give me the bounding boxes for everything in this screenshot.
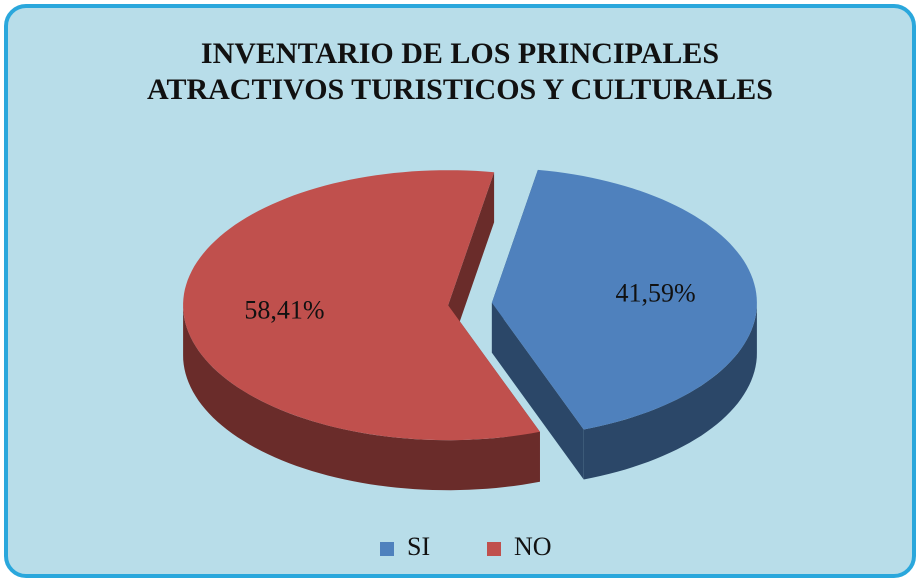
legend-swatch (380, 542, 394, 556)
chart-title: INVENTARIO DE LOS PRINCIPALES ATRACTIVOS… (147, 37, 773, 106)
data-label: 41,59% (615, 278, 695, 307)
data-label: 58,41% (244, 296, 324, 325)
legend-label: SI (407, 532, 430, 561)
slice (491, 169, 757, 430)
slice-side (583, 302, 757, 480)
slice-side (491, 302, 584, 480)
legend-swatch (487, 542, 501, 556)
slice-side (183, 305, 540, 491)
slice-side (448, 172, 495, 356)
chart: 41,59% 58,41% SI NO (183, 169, 757, 561)
legend-label: NO (514, 532, 552, 561)
chart-frame: INVENTARIO DE LOS PRINCIPALES ATRACTIVOS… (4, 4, 916, 578)
slice (183, 170, 540, 441)
